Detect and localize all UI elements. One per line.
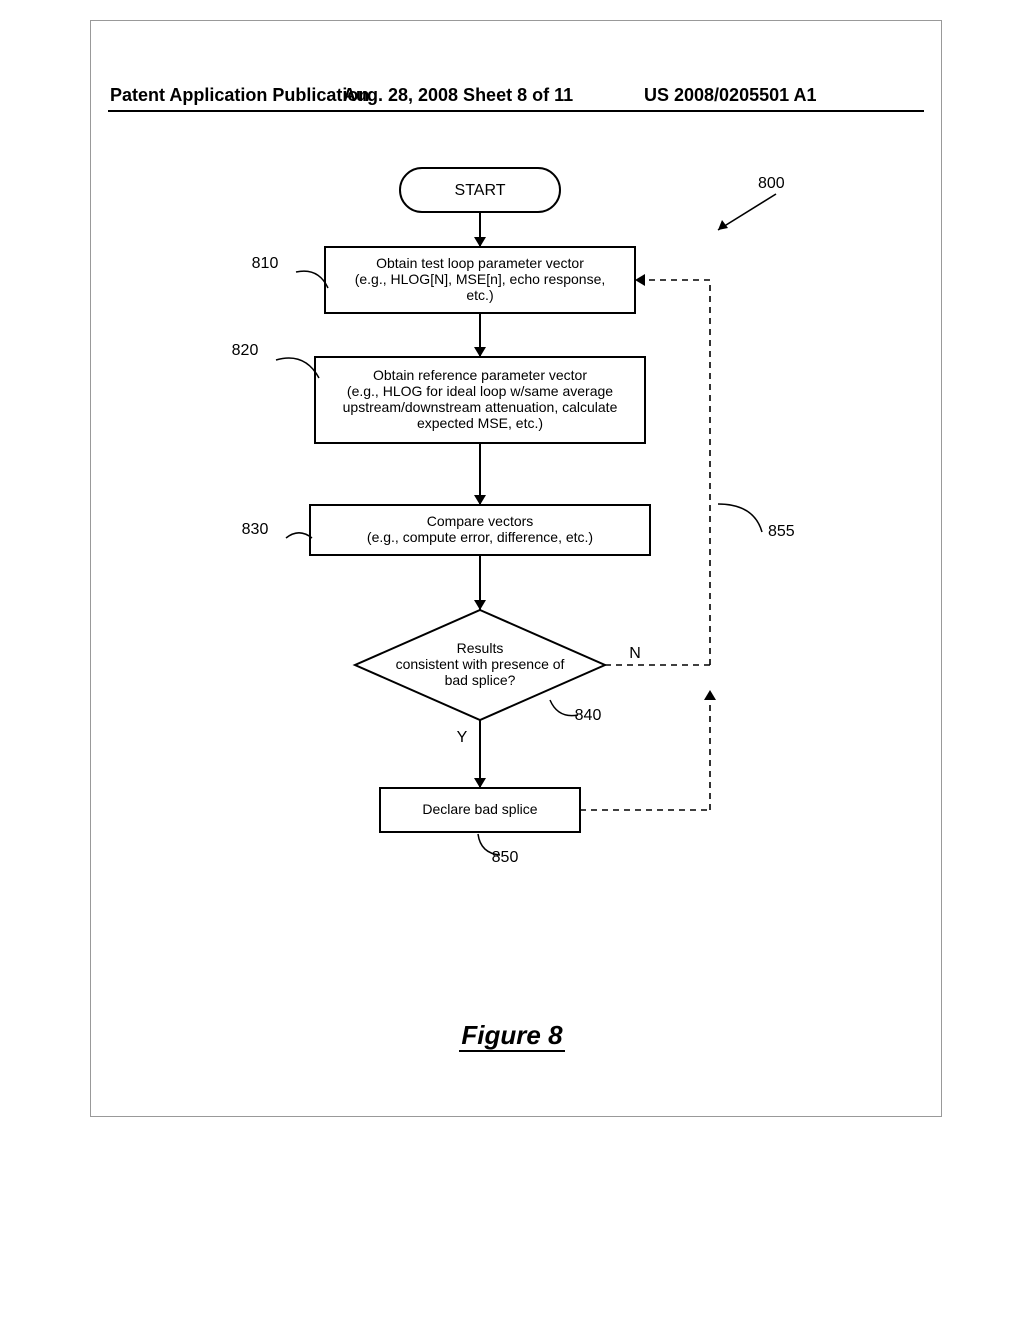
figure-caption: Figure 8 xyxy=(0,1020,1024,1051)
node-b820: Obtain reference parameter vector(e.g., … xyxy=(232,342,645,443)
svg-text:N: N xyxy=(629,645,641,662)
svg-text:(e.g., HLOG[N], MSE[n], echo r: (e.g., HLOG[N], MSE[n], echo response, xyxy=(355,271,606,287)
svg-text:830: 830 xyxy=(242,521,269,538)
header-rule xyxy=(108,110,924,112)
flowchart-svg: STARTObtain test loop parameter vector(e… xyxy=(110,160,914,920)
svg-text:(e.g., HLOG for ideal loop w/s: (e.g., HLOG for ideal loop w/same averag… xyxy=(347,383,613,399)
svg-text:consistent with presence of: consistent with presence of xyxy=(396,656,565,672)
svg-text:Y: Y xyxy=(457,729,468,746)
header-right: US 2008/0205501 A1 xyxy=(644,85,816,106)
svg-text:855: 855 xyxy=(768,523,795,540)
svg-text:etc.): etc.) xyxy=(466,287,493,303)
svg-text:850: 850 xyxy=(492,849,519,866)
svg-text:bad splice?: bad splice? xyxy=(445,672,516,688)
header-left: Patent Application Publication xyxy=(110,85,369,106)
svg-text:840: 840 xyxy=(575,707,602,724)
svg-text:Results: Results xyxy=(457,640,504,656)
flowchart-container: STARTObtain test loop parameter vector(e… xyxy=(110,160,914,1060)
svg-text:expected MSE, etc.): expected MSE, etc.) xyxy=(417,415,543,431)
svg-text:Declare bad splice: Declare bad splice xyxy=(422,801,537,817)
svg-text:START: START xyxy=(455,182,506,199)
svg-text:(e.g., compute error, differen: (e.g., compute error, difference, etc.) xyxy=(367,529,593,545)
svg-text:820: 820 xyxy=(232,342,259,359)
node-b850: Declare bad splice 850 xyxy=(380,788,580,866)
svg-text:Obtain test loop parameter vec: Obtain test loop parameter vector xyxy=(376,255,584,271)
figure-caption-text: Figure 8 xyxy=(459,1020,564,1052)
svg-text:800: 800 xyxy=(758,175,785,192)
svg-text:upstream/downstream attenuatio: upstream/downstream attenuation, calcula… xyxy=(343,399,618,415)
node-b830: Compare vectors(e.g., compute error, dif… xyxy=(242,505,650,555)
node-start: START xyxy=(400,168,560,212)
svg-text:810: 810 xyxy=(252,255,279,272)
svg-text:Obtain reference parameter vec: Obtain reference parameter vector xyxy=(373,367,587,383)
node-b810: Obtain test loop parameter vector(e.g., … xyxy=(252,247,635,313)
svg-text:Compare vectors: Compare vectors xyxy=(427,513,534,529)
node-d840: Resultsconsistent with presence ofbad sp… xyxy=(355,610,605,724)
header-mid: Aug. 28, 2008 Sheet 8 of 11 xyxy=(343,85,573,106)
